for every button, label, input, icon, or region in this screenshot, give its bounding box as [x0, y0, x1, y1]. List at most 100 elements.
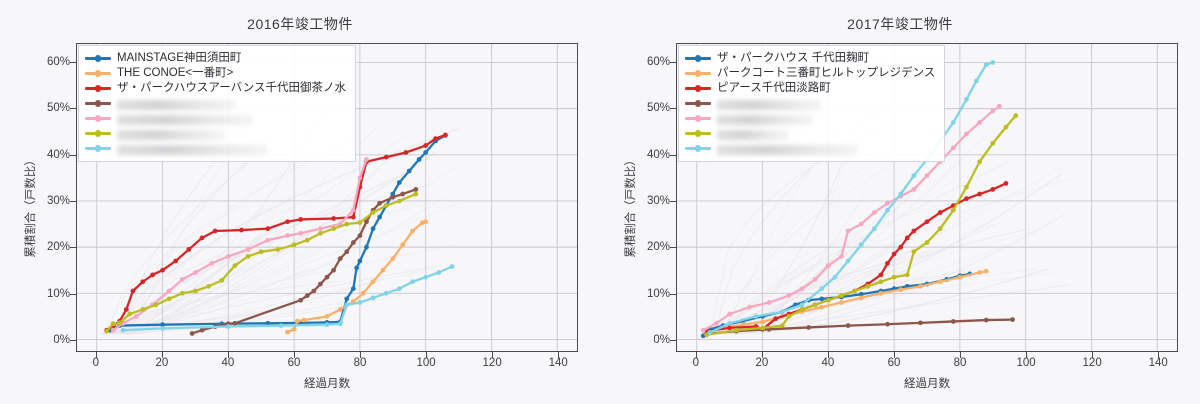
y-tick-label: 10% [46, 287, 70, 300]
y-tick-label: 0% [53, 334, 70, 347]
x-tick-label: 0 [92, 357, 100, 369]
x-tick-mark [293, 352, 295, 358]
x-tick-mark [761, 352, 763, 358]
chart-panel-2016: 2016年竣工物件 0% 10% 20% 30% 40% 50% 60% 0 20 40 60 80 1… [25, 16, 578, 390]
legend-swatch-icon [85, 143, 111, 155]
y-tick-label: 30% [646, 194, 670, 207]
y-tick-mark [70, 61, 76, 63]
legend-item[interactable] [85, 126, 346, 141]
y-tick-mark [70, 154, 76, 156]
y-tick-mark [670, 154, 676, 156]
x-tick-mark [558, 352, 560, 358]
legend-swatch-icon [685, 68, 711, 80]
x-tick-label: 60 [887, 357, 901, 369]
y-tick-label: 50% [46, 102, 70, 115]
x-tick-label: 100 [1016, 357, 1036, 369]
y-axis-label-2017: 累積割合（戸数比） [625, 154, 637, 258]
x-tick-label: 140 [548, 357, 568, 369]
x-tick-mark [161, 352, 163, 358]
y-tick-mark [70, 293, 76, 295]
y-tick-mark [670, 293, 676, 295]
x-tick-mark [1026, 352, 1028, 358]
legend-item[interactable]: ザ・パークハウス 千代田麹町 [685, 51, 935, 66]
legend-swatch-icon [685, 113, 711, 125]
y-tick-label: 0% [653, 334, 670, 347]
x-tick-mark [893, 352, 895, 358]
y-axis-label-2016: 累積割合（戸数比） [25, 154, 37, 258]
x-tick-label: 60 [287, 357, 301, 369]
legend-swatch-icon [85, 83, 111, 95]
legend-item[interactable] [85, 96, 346, 111]
legend-swatch-icon [685, 98, 711, 110]
legend-2017[interactable]: ザ・パークハウス 千代田麹町パークコート三番町ヒルトップレジデンス ピアース千代田… [678, 45, 946, 162]
x-tick-mark [827, 352, 829, 358]
plot-area-2017 [676, 43, 1178, 352]
legend-item[interactable]: パークコート三番町ヒルトップレジデンス [685, 66, 935, 81]
x-tick-mark [360, 352, 362, 358]
x-axis-label-2017: 経過月数 [904, 378, 950, 390]
legend-label-redacted [717, 99, 821, 110]
y-tick-label: 20% [646, 241, 670, 254]
legend-label-redacted [117, 99, 235, 110]
x-tick-label: 80 [353, 357, 367, 369]
legend-label: ザ・パークハウス 千代田麹町 [717, 52, 870, 64]
x-tick-label: 80 [953, 357, 967, 369]
y-tick-mark [70, 247, 76, 249]
y-tick-mark [670, 200, 676, 202]
y-tick-label: 60% [646, 55, 670, 68]
legend-label: MAINSTAGE神田須田町 [117, 52, 242, 64]
legend-label: ザ・パークハウスアーバンス千代田御茶ノ水 [117, 82, 346, 94]
x-tick-label: 100 [416, 357, 436, 369]
legend-item[interactable]: MAINSTAGE神田須田町 [85, 51, 346, 66]
x-tick-mark [426, 352, 428, 358]
y-tick-mark [670, 61, 676, 63]
y-tick-label: 60% [46, 55, 70, 68]
legend-item[interactable] [85, 111, 346, 126]
x-tick-label: 120 [1082, 357, 1102, 369]
legend-label-redacted [717, 114, 813, 125]
x-axis-label-2016: 経過月数 [304, 378, 350, 390]
y-tick-mark [70, 200, 76, 202]
legend-label-redacted [717, 129, 789, 140]
legend-item[interactable] [685, 96, 935, 111]
x-tick-label: 20 [755, 357, 769, 369]
legend-swatch-icon [685, 128, 711, 140]
y-tick-mark [670, 340, 676, 342]
x-tick-mark [1158, 352, 1160, 358]
legend-swatch-icon [85, 53, 111, 65]
x-tick-mark [1092, 352, 1094, 358]
legend-item[interactable]: ピアース千代田淡路町 [685, 81, 935, 96]
x-tick-label: 0 [692, 357, 700, 369]
x-tick-label: 40 [821, 357, 835, 369]
x-tick-mark [95, 352, 97, 358]
y-tick-label: 20% [46, 241, 70, 254]
legend-item[interactable] [685, 111, 935, 126]
x-tick-mark [492, 352, 494, 358]
legend-item[interactable] [685, 141, 935, 156]
x-tick-mark [960, 352, 962, 358]
y-tick-label: 40% [46, 148, 70, 161]
y-tick-mark [70, 340, 76, 342]
legend-swatch-icon [85, 98, 111, 110]
legend-item[interactable]: ザ・パークハウスアーバンス千代田御茶ノ水 [85, 81, 346, 96]
x-tick-mark [695, 352, 697, 358]
y-tick-label: 30% [46, 194, 70, 207]
legend-item[interactable]: THE CONOE<一番町> [85, 66, 346, 81]
plot-svg-2017 [677, 44, 1177, 351]
y-tick-mark [670, 247, 676, 249]
y-tick-label: 10% [646, 287, 670, 300]
legend-item[interactable] [85, 141, 346, 156]
legend-label-redacted [717, 144, 857, 155]
legend-swatch-icon [685, 143, 711, 155]
legend-2016[interactable]: MAINSTAGE神田須田町 THE CONOE<一番町> ザ・パークハウスアーバン… [78, 45, 356, 162]
legend-label-redacted [117, 129, 225, 140]
x-tick-label: 140 [1148, 357, 1168, 369]
x-tick-mark [227, 352, 229, 358]
legend-swatch-icon [685, 53, 711, 65]
legend-item[interactable] [685, 126, 935, 141]
legend-label: ピアース千代田淡路町 [717, 82, 831, 94]
legend-swatch-icon [85, 128, 111, 140]
legend-label: パークコート三番町ヒルトップレジデンス [717, 67, 936, 79]
legend-swatch-icon [685, 83, 711, 95]
